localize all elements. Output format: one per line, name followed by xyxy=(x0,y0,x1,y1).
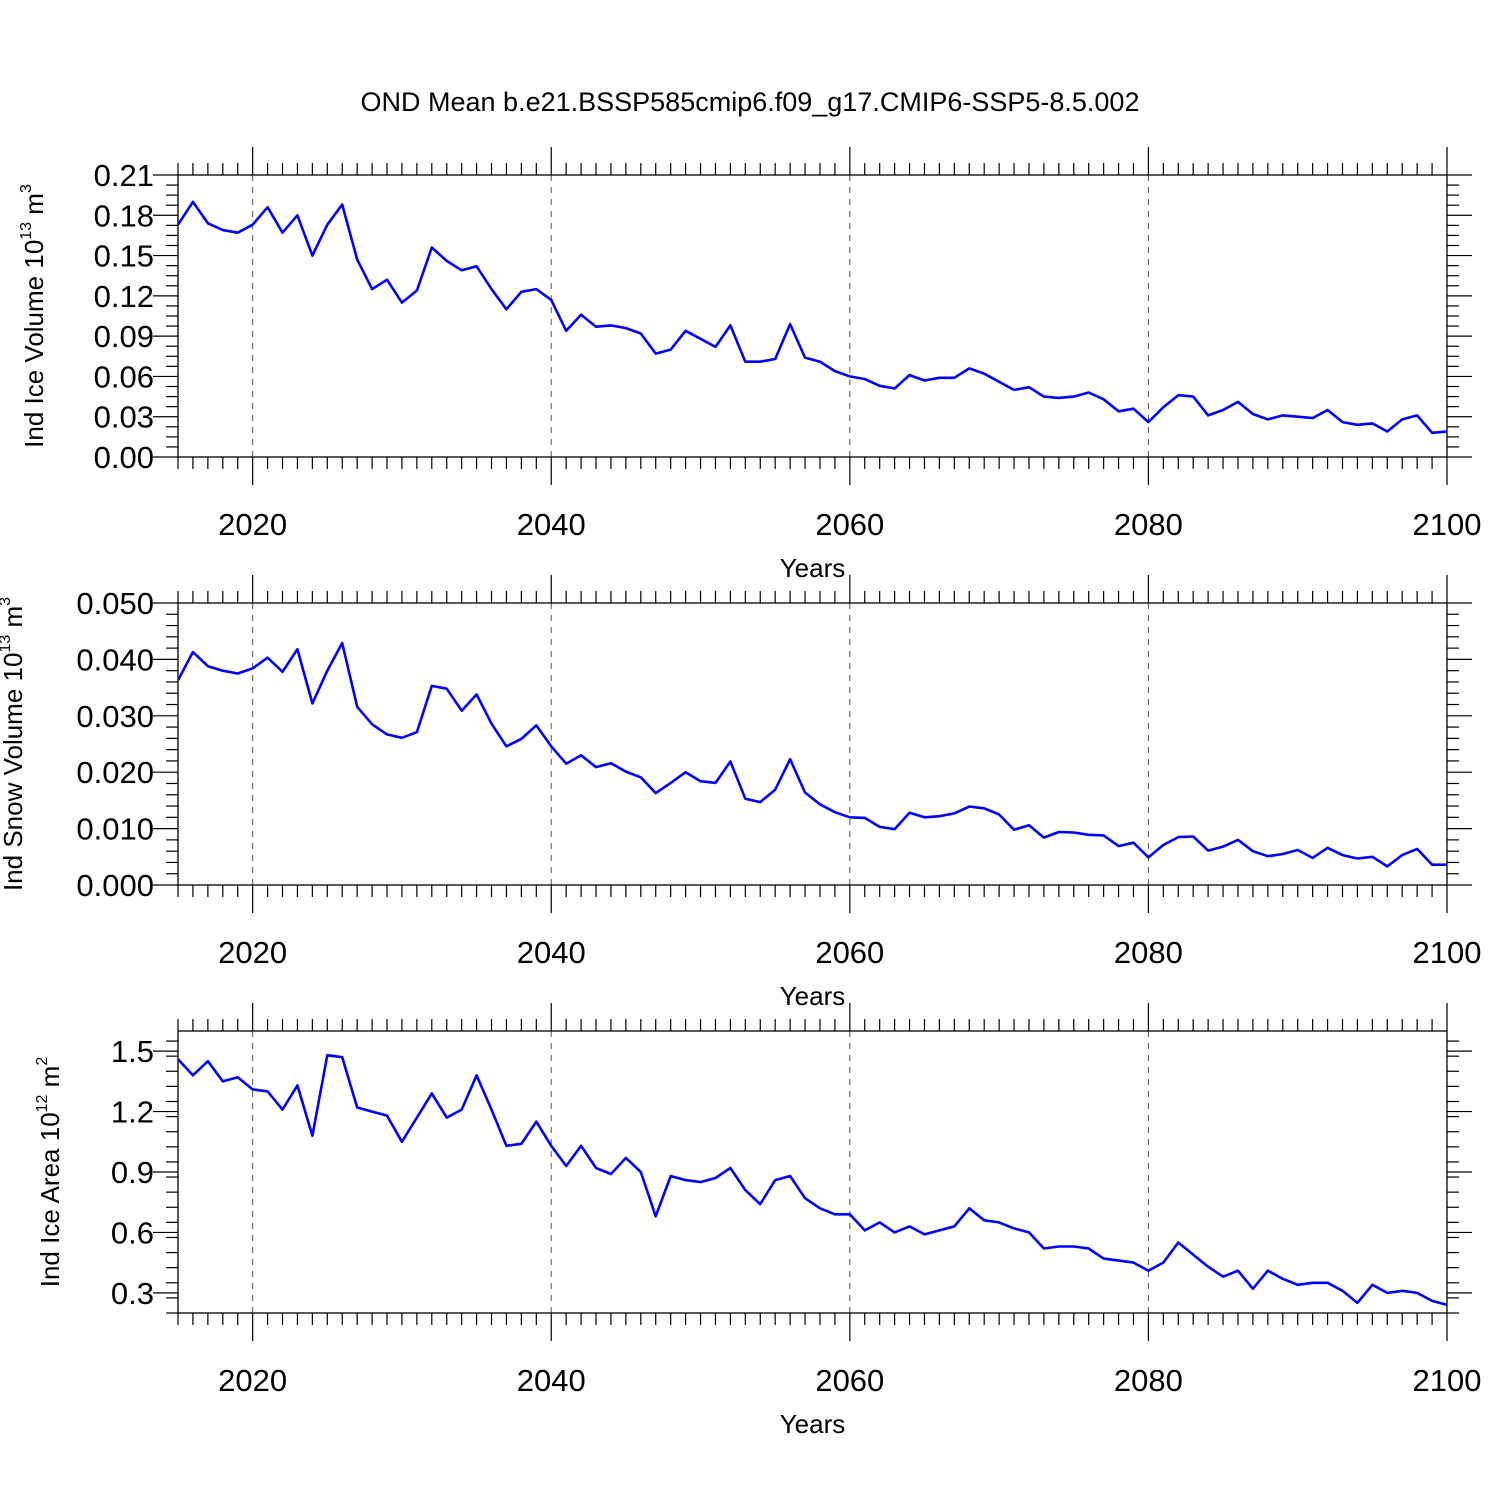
x-tick-label: 2040 xyxy=(517,507,586,542)
x-tick-label: 2040 xyxy=(517,1363,586,1398)
x-axis-label: Years xyxy=(780,553,846,583)
y-axis-label-exponent: 13 xyxy=(0,635,14,653)
panel-3: 2020 2040 2060 2080 2100 Years 0.3 0.6 0.9 1.2 1.5… xyxy=(34,1003,1481,1439)
y-axis-label-main: Ind Snow Volume 10 xyxy=(0,653,28,892)
y-axis-label-unit-exponent: 2 xyxy=(34,1057,51,1066)
x-tick-label: 2060 xyxy=(815,935,884,970)
y-tick-label: 0.010 xyxy=(76,812,154,847)
y-axis-label-unit-exponent: 3 xyxy=(18,184,35,193)
y-tick-label: 0.3 xyxy=(111,1276,154,1311)
y-axis-label-unit: m xyxy=(19,193,49,222)
y-tick-label: 0.040 xyxy=(76,642,154,677)
y-axis-label: Ind Snow Volume 1013 m3 xyxy=(0,597,28,891)
x-tick-label: 2060 xyxy=(815,507,884,542)
y-axis-label: Ind Ice Area 1012 m2 xyxy=(34,1057,65,1288)
y-tick-label: 0.03 xyxy=(94,400,154,435)
y-axis-label: Ind Ice Volume 1013 m3 xyxy=(18,184,49,448)
x-axis-label: Years xyxy=(780,981,846,1011)
x-tick-label: 2020 xyxy=(218,1363,287,1398)
x-axis-label: Years xyxy=(780,1409,846,1439)
y-axis-label-unit: m xyxy=(35,1066,65,1095)
y-axis-label-main: Ind Ice Volume 10 xyxy=(19,240,49,448)
y-tick-label: 0.06 xyxy=(94,359,154,394)
y-tick-label: 0.18 xyxy=(94,198,154,233)
x-tick-label: 2080 xyxy=(1114,935,1183,970)
y-tick-label: 0.030 xyxy=(76,699,154,734)
panel-1: 2020 2040 2060 2080 2100 Years 0.00 0.03 0.06 0.0… xyxy=(18,147,1481,583)
x-tick-label: 2060 xyxy=(815,1363,884,1398)
y-tick-label: 1.5 xyxy=(111,1034,154,1069)
y-axis-label-main: Ind Ice Area 10 xyxy=(35,1112,65,1287)
y-tick-label: 0.000 xyxy=(76,868,154,903)
y-tick-label: 0.09 xyxy=(94,319,154,354)
y-tick-label: 0.15 xyxy=(94,239,154,274)
y-axis-label-unit-exponent: 3 xyxy=(0,597,14,606)
y-tick-label: 0.12 xyxy=(94,279,154,314)
panel-2: 2020 2040 2060 2080 2100 Years 0.000 0.010 0.020… xyxy=(0,575,1481,1011)
series-line xyxy=(177,1053,1448,1307)
series-line xyxy=(176,200,1448,435)
y-tick-label: 0.050 xyxy=(76,586,154,621)
series-line xyxy=(176,641,1447,868)
y-tick-label: 0.6 xyxy=(111,1215,154,1250)
x-tick-label: 2040 xyxy=(517,935,586,970)
y-axis-label-exponent: 13 xyxy=(18,222,35,240)
x-tick-label: 2080 xyxy=(1114,507,1183,542)
y-axis-label-exponent: 12 xyxy=(34,1094,51,1112)
x-tick-label: 2100 xyxy=(1413,1363,1482,1398)
y-tick-label: 0.00 xyxy=(94,440,154,475)
x-tick-label: 2100 xyxy=(1413,507,1482,542)
x-tick-label: 2020 xyxy=(218,935,287,970)
x-tick-label: 2100 xyxy=(1413,935,1482,970)
y-tick-label: 1.2 xyxy=(111,1095,154,1130)
x-tick-label: 2020 xyxy=(218,507,287,542)
y-tick-label: 0.9 xyxy=(111,1155,154,1190)
plot-frame xyxy=(177,602,1448,886)
y-axis-label-unit: m xyxy=(0,606,28,635)
y-tick-label: 0.21 xyxy=(94,158,154,193)
y-tick-label: 0.020 xyxy=(76,755,154,790)
chart-title: OND Mean b.e21.BSSP585cmip6.f09_g17.CMIP… xyxy=(361,87,1140,117)
x-tick-label: 2080 xyxy=(1114,1363,1183,1398)
